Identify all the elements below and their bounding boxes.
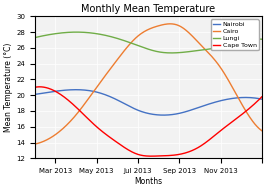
Nairobi xyxy=(161,114,165,116)
Cairo xyxy=(34,143,37,145)
Nairobi xyxy=(170,113,173,116)
Cape Town xyxy=(260,96,263,98)
Lungi xyxy=(226,44,229,47)
Cape Town xyxy=(149,155,152,157)
Cape Town xyxy=(170,154,173,157)
Nairobi xyxy=(226,98,229,100)
Lungi xyxy=(169,52,172,54)
Cairo xyxy=(33,143,36,145)
Cairo xyxy=(168,23,171,25)
Nairobi xyxy=(169,114,172,116)
Cairo xyxy=(240,102,243,105)
Lungi xyxy=(75,31,78,33)
Lungi xyxy=(260,38,263,40)
Cape Town xyxy=(33,86,36,89)
Line: Lungi: Lungi xyxy=(35,32,262,53)
Legend: Nairobi, Cairo, Lungi, Cape Town: Nairobi, Cairo, Lungi, Cape Town xyxy=(211,19,259,50)
Cairo xyxy=(225,77,228,79)
Nairobi xyxy=(74,89,77,91)
Cape Town xyxy=(34,86,37,88)
Nairobi xyxy=(240,96,244,99)
Cairo xyxy=(169,23,172,25)
Nairobi xyxy=(33,93,36,96)
Cairo xyxy=(168,23,172,25)
Lungi xyxy=(170,52,173,54)
X-axis label: Months: Months xyxy=(134,177,162,186)
Cairo xyxy=(173,23,176,25)
Lungi xyxy=(168,52,172,54)
Cape Town xyxy=(226,124,229,126)
Line: Nairobi: Nairobi xyxy=(35,90,262,115)
Lungi xyxy=(34,36,37,39)
Nairobi xyxy=(34,93,37,95)
Title: Monthly Mean Temperature: Monthly Mean Temperature xyxy=(81,4,215,14)
Cape Town xyxy=(174,154,177,156)
Lungi xyxy=(240,40,244,43)
Line: Cape Town: Cape Town xyxy=(35,87,262,156)
Lungi xyxy=(174,52,177,54)
Lungi xyxy=(33,36,36,39)
Cape Town xyxy=(38,86,41,88)
Nairobi xyxy=(174,113,177,115)
Cape Town xyxy=(169,154,172,157)
Cairo xyxy=(260,130,263,132)
Nairobi xyxy=(260,98,263,100)
Y-axis label: Mean Temperature (°C): Mean Temperature (°C) xyxy=(4,43,13,132)
Line: Cairo: Cairo xyxy=(35,24,262,144)
Cape Town xyxy=(240,113,244,115)
